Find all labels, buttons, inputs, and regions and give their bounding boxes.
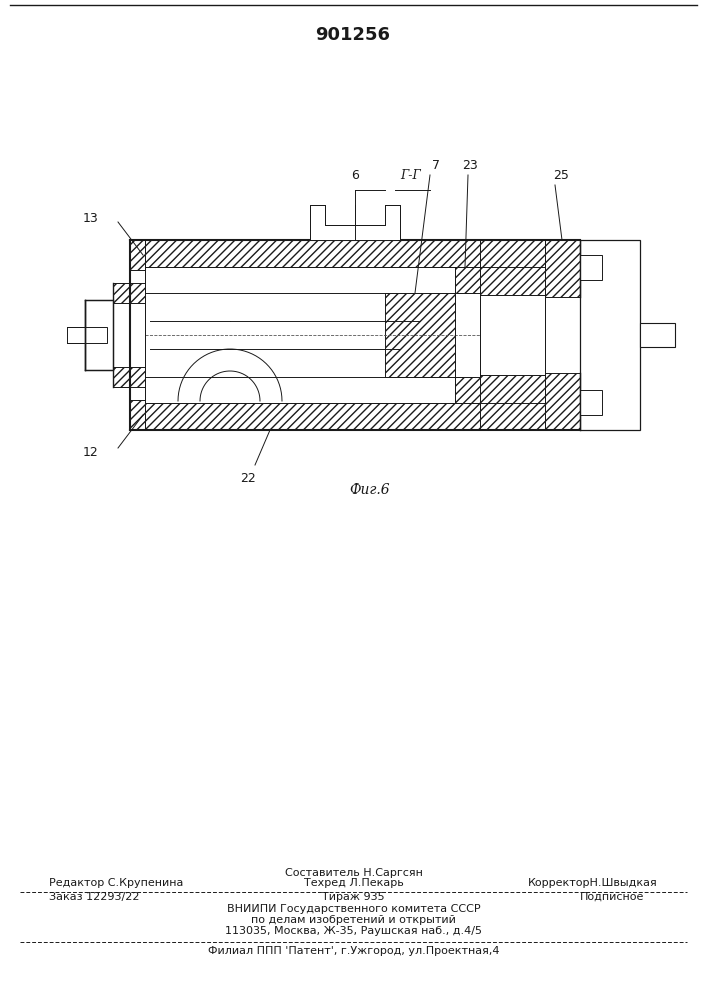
- Text: 12: 12: [82, 446, 98, 458]
- Bar: [130, 270, 145, 400]
- Bar: [580, 240, 640, 430]
- Bar: [580, 390, 602, 415]
- Text: 113035, Москва, Ж-35, Раушская наб., д.4/5: 113035, Москва, Ж-35, Раушская наб., д.4…: [225, 926, 482, 936]
- Polygon shape: [310, 205, 400, 240]
- Bar: [113, 367, 145, 387]
- Bar: [480, 240, 545, 295]
- Text: Редактор С.Крупенина: Редактор С.Крупенина: [49, 878, 184, 888]
- Bar: [480, 295, 545, 375]
- Text: Фиг.6: Фиг.6: [350, 483, 390, 497]
- Bar: [640, 323, 675, 347]
- Bar: [67, 327, 107, 343]
- Bar: [455, 377, 480, 403]
- Bar: [113, 303, 145, 367]
- Bar: [455, 267, 480, 293]
- Text: Г-Г: Г-Г: [400, 169, 421, 182]
- Bar: [130, 240, 145, 270]
- Bar: [85, 300, 113, 370]
- Text: Составитель Н.Саргсян: Составитель Н.Саргсян: [284, 868, 423, 878]
- Bar: [545, 373, 580, 430]
- Bar: [145, 403, 545, 430]
- Bar: [580, 255, 602, 280]
- Bar: [130, 400, 145, 430]
- Text: 13: 13: [82, 212, 98, 225]
- Text: КорректорН.Швыдкая: КорректорН.Швыдкая: [527, 878, 658, 888]
- Text: ВНИИПИ Государственного комитета СССР: ВНИИПИ Государственного комитета СССР: [227, 904, 480, 914]
- Bar: [113, 283, 145, 303]
- Text: Заказ 12293/22: Заказ 12293/22: [49, 892, 140, 902]
- Text: Техред Л.Пекарь: Техред Л.Пекарь: [303, 878, 404, 888]
- Text: 22: 22: [240, 472, 256, 485]
- Text: 7: 7: [432, 159, 440, 172]
- Text: Тираж 935: Тираж 935: [322, 892, 385, 902]
- Text: 901256: 901256: [315, 26, 390, 44]
- Bar: [385, 293, 455, 377]
- Text: 6: 6: [351, 169, 359, 182]
- Text: Филиал ППП 'Патент', г.Ужгород, ул.Проектная,4: Филиал ППП 'Патент', г.Ужгород, ул.Проек…: [208, 946, 499, 956]
- Text: Подписное: Подписное: [580, 892, 644, 902]
- Text: по делам изобретений и открытий: по делам изобретений и открытий: [251, 915, 456, 925]
- Bar: [545, 240, 580, 297]
- Bar: [145, 240, 545, 267]
- Text: 25: 25: [553, 169, 569, 182]
- Bar: [480, 375, 545, 430]
- Text: 23: 23: [462, 159, 478, 172]
